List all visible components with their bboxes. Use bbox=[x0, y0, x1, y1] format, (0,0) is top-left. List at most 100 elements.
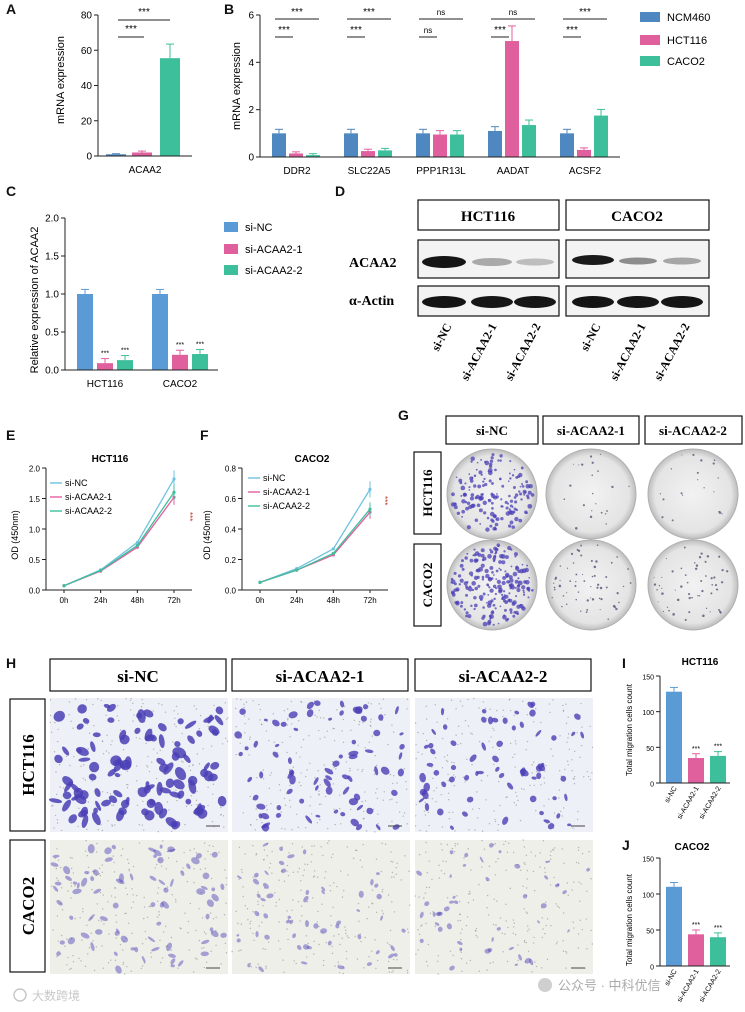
pore-dot bbox=[129, 709, 132, 711]
pore-dot bbox=[93, 870, 96, 873]
pore-dot bbox=[141, 943, 144, 945]
migrated-cell bbox=[536, 772, 542, 780]
migrated-cell bbox=[77, 704, 87, 714]
pore-dot bbox=[255, 808, 257, 810]
pore-dot bbox=[555, 943, 558, 945]
pore-dot bbox=[105, 714, 107, 716]
pore-dot bbox=[175, 901, 177, 903]
migrated-cell bbox=[531, 776, 537, 780]
colony-dot bbox=[574, 526, 578, 530]
pore-dot bbox=[256, 777, 258, 779]
pore-dot bbox=[586, 890, 588, 892]
pore-dot bbox=[526, 740, 529, 743]
migrated-cell bbox=[431, 728, 437, 735]
pore-dot bbox=[224, 702, 226, 704]
panel-b-sig-top: *** bbox=[291, 7, 303, 18]
pore-dot bbox=[373, 773, 376, 776]
migrated-cell bbox=[554, 883, 560, 888]
pore-dot bbox=[464, 719, 467, 722]
pore-dot bbox=[262, 947, 264, 950]
pore-dot bbox=[310, 813, 313, 815]
migrated-cell bbox=[337, 965, 345, 970]
pore-dot bbox=[143, 829, 145, 831]
pore-dot bbox=[109, 793, 112, 795]
pore-dot bbox=[150, 956, 153, 958]
colony-dot bbox=[578, 464, 580, 466]
colony-dot bbox=[473, 474, 477, 478]
colony-dot bbox=[455, 476, 458, 479]
colony-dot bbox=[513, 468, 516, 471]
pore-dot bbox=[515, 743, 517, 745]
colony-dot bbox=[453, 505, 458, 510]
colony-dot bbox=[488, 467, 493, 473]
pore-dot bbox=[203, 931, 206, 933]
colony-dot bbox=[605, 586, 608, 589]
pore-dot bbox=[244, 904, 246, 907]
migrated-cell bbox=[397, 768, 405, 777]
colony-dot bbox=[580, 610, 582, 612]
colony-dot bbox=[493, 495, 498, 500]
pore-dot bbox=[193, 971, 195, 973]
colony-dot bbox=[494, 592, 498, 596]
pore-dot bbox=[318, 794, 320, 796]
colony-dot bbox=[484, 482, 488, 487]
pore-dot bbox=[446, 760, 449, 763]
colony-dot bbox=[494, 468, 497, 472]
pore-dot bbox=[101, 791, 104, 793]
pore-dot bbox=[406, 928, 409, 930]
pore-dot bbox=[320, 846, 322, 848]
pore-dot bbox=[346, 846, 348, 848]
pore-dot bbox=[391, 871, 394, 874]
pore-dot bbox=[235, 753, 237, 756]
pore-dot bbox=[470, 732, 472, 734]
colony-dot bbox=[482, 480, 485, 483]
migrated-cell bbox=[430, 748, 436, 755]
colony-dot bbox=[653, 576, 655, 578]
migrated-cell bbox=[194, 806, 204, 816]
pore-dot bbox=[225, 902, 227, 904]
pore-dot bbox=[147, 766, 149, 768]
migrated-cell bbox=[537, 920, 541, 924]
colony-dot bbox=[480, 563, 485, 568]
colony-dot bbox=[491, 501, 494, 505]
pore-dot bbox=[49, 699, 52, 701]
pore-dot bbox=[409, 904, 411, 906]
migrated-cell bbox=[146, 798, 156, 809]
pore-dot bbox=[234, 707, 237, 710]
pore-dot bbox=[257, 963, 259, 965]
pore-dot bbox=[567, 716, 569, 718]
migrated-cell bbox=[328, 717, 333, 721]
pore-dot bbox=[436, 721, 438, 723]
pore-dot bbox=[118, 934, 120, 936]
pore-dot bbox=[423, 810, 426, 812]
colony-dot bbox=[461, 515, 464, 518]
colony-dot bbox=[615, 607, 618, 611]
pore-dot bbox=[249, 927, 252, 930]
migrated-cell bbox=[113, 759, 121, 766]
migrated-cell bbox=[210, 761, 220, 770]
colony-dot bbox=[531, 588, 534, 592]
migrated-cell bbox=[332, 760, 340, 767]
colony-dot bbox=[520, 466, 524, 470]
colony-dot bbox=[478, 566, 483, 572]
pore-dot bbox=[330, 924, 332, 927]
colony-dot bbox=[499, 459, 502, 462]
colony-dot bbox=[507, 524, 512, 528]
pore-dot bbox=[286, 751, 288, 754]
pore-dot bbox=[187, 920, 190, 923]
pore-dot bbox=[505, 796, 507, 799]
pore-dot bbox=[188, 949, 190, 951]
pore-dot bbox=[286, 910, 288, 912]
pore-dot bbox=[266, 809, 268, 811]
pore-dot bbox=[125, 783, 128, 786]
pore-dot bbox=[298, 719, 300, 722]
pore-dot bbox=[345, 958, 348, 960]
pore-dot bbox=[519, 819, 522, 822]
colony-dot bbox=[661, 516, 664, 519]
pore-dot bbox=[426, 871, 429, 874]
migrated-cell bbox=[393, 953, 398, 957]
pore-dot bbox=[435, 801, 437, 803]
migrated-cell bbox=[211, 887, 216, 892]
pore-dot bbox=[562, 940, 564, 942]
pore-dot bbox=[74, 698, 77, 700]
